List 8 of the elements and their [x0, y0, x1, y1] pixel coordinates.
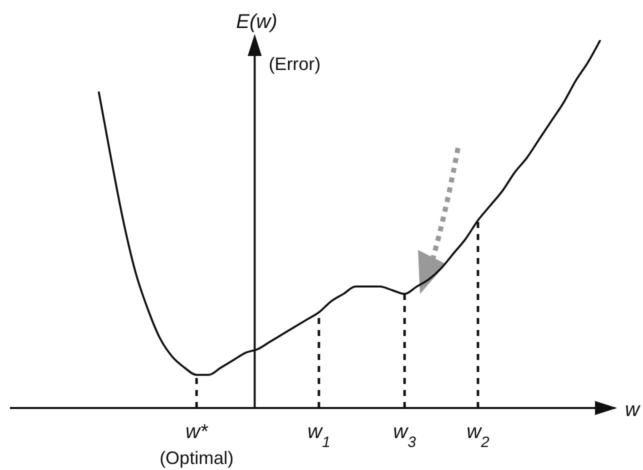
- y-axis-title: E(w): [236, 11, 278, 33]
- annotation: (Error): [268, 54, 321, 74]
- x-axis-title: w: [625, 399, 641, 421]
- annotation: (Optimal): [160, 448, 234, 468]
- x-tick-label: w$_{3}$: [393, 421, 417, 450]
- x-tick-label: w*: [185, 421, 209, 443]
- x-tick-label: w$_{1}$: [308, 421, 330, 450]
- x-tick-label: w$_{2}$: [466, 421, 490, 450]
